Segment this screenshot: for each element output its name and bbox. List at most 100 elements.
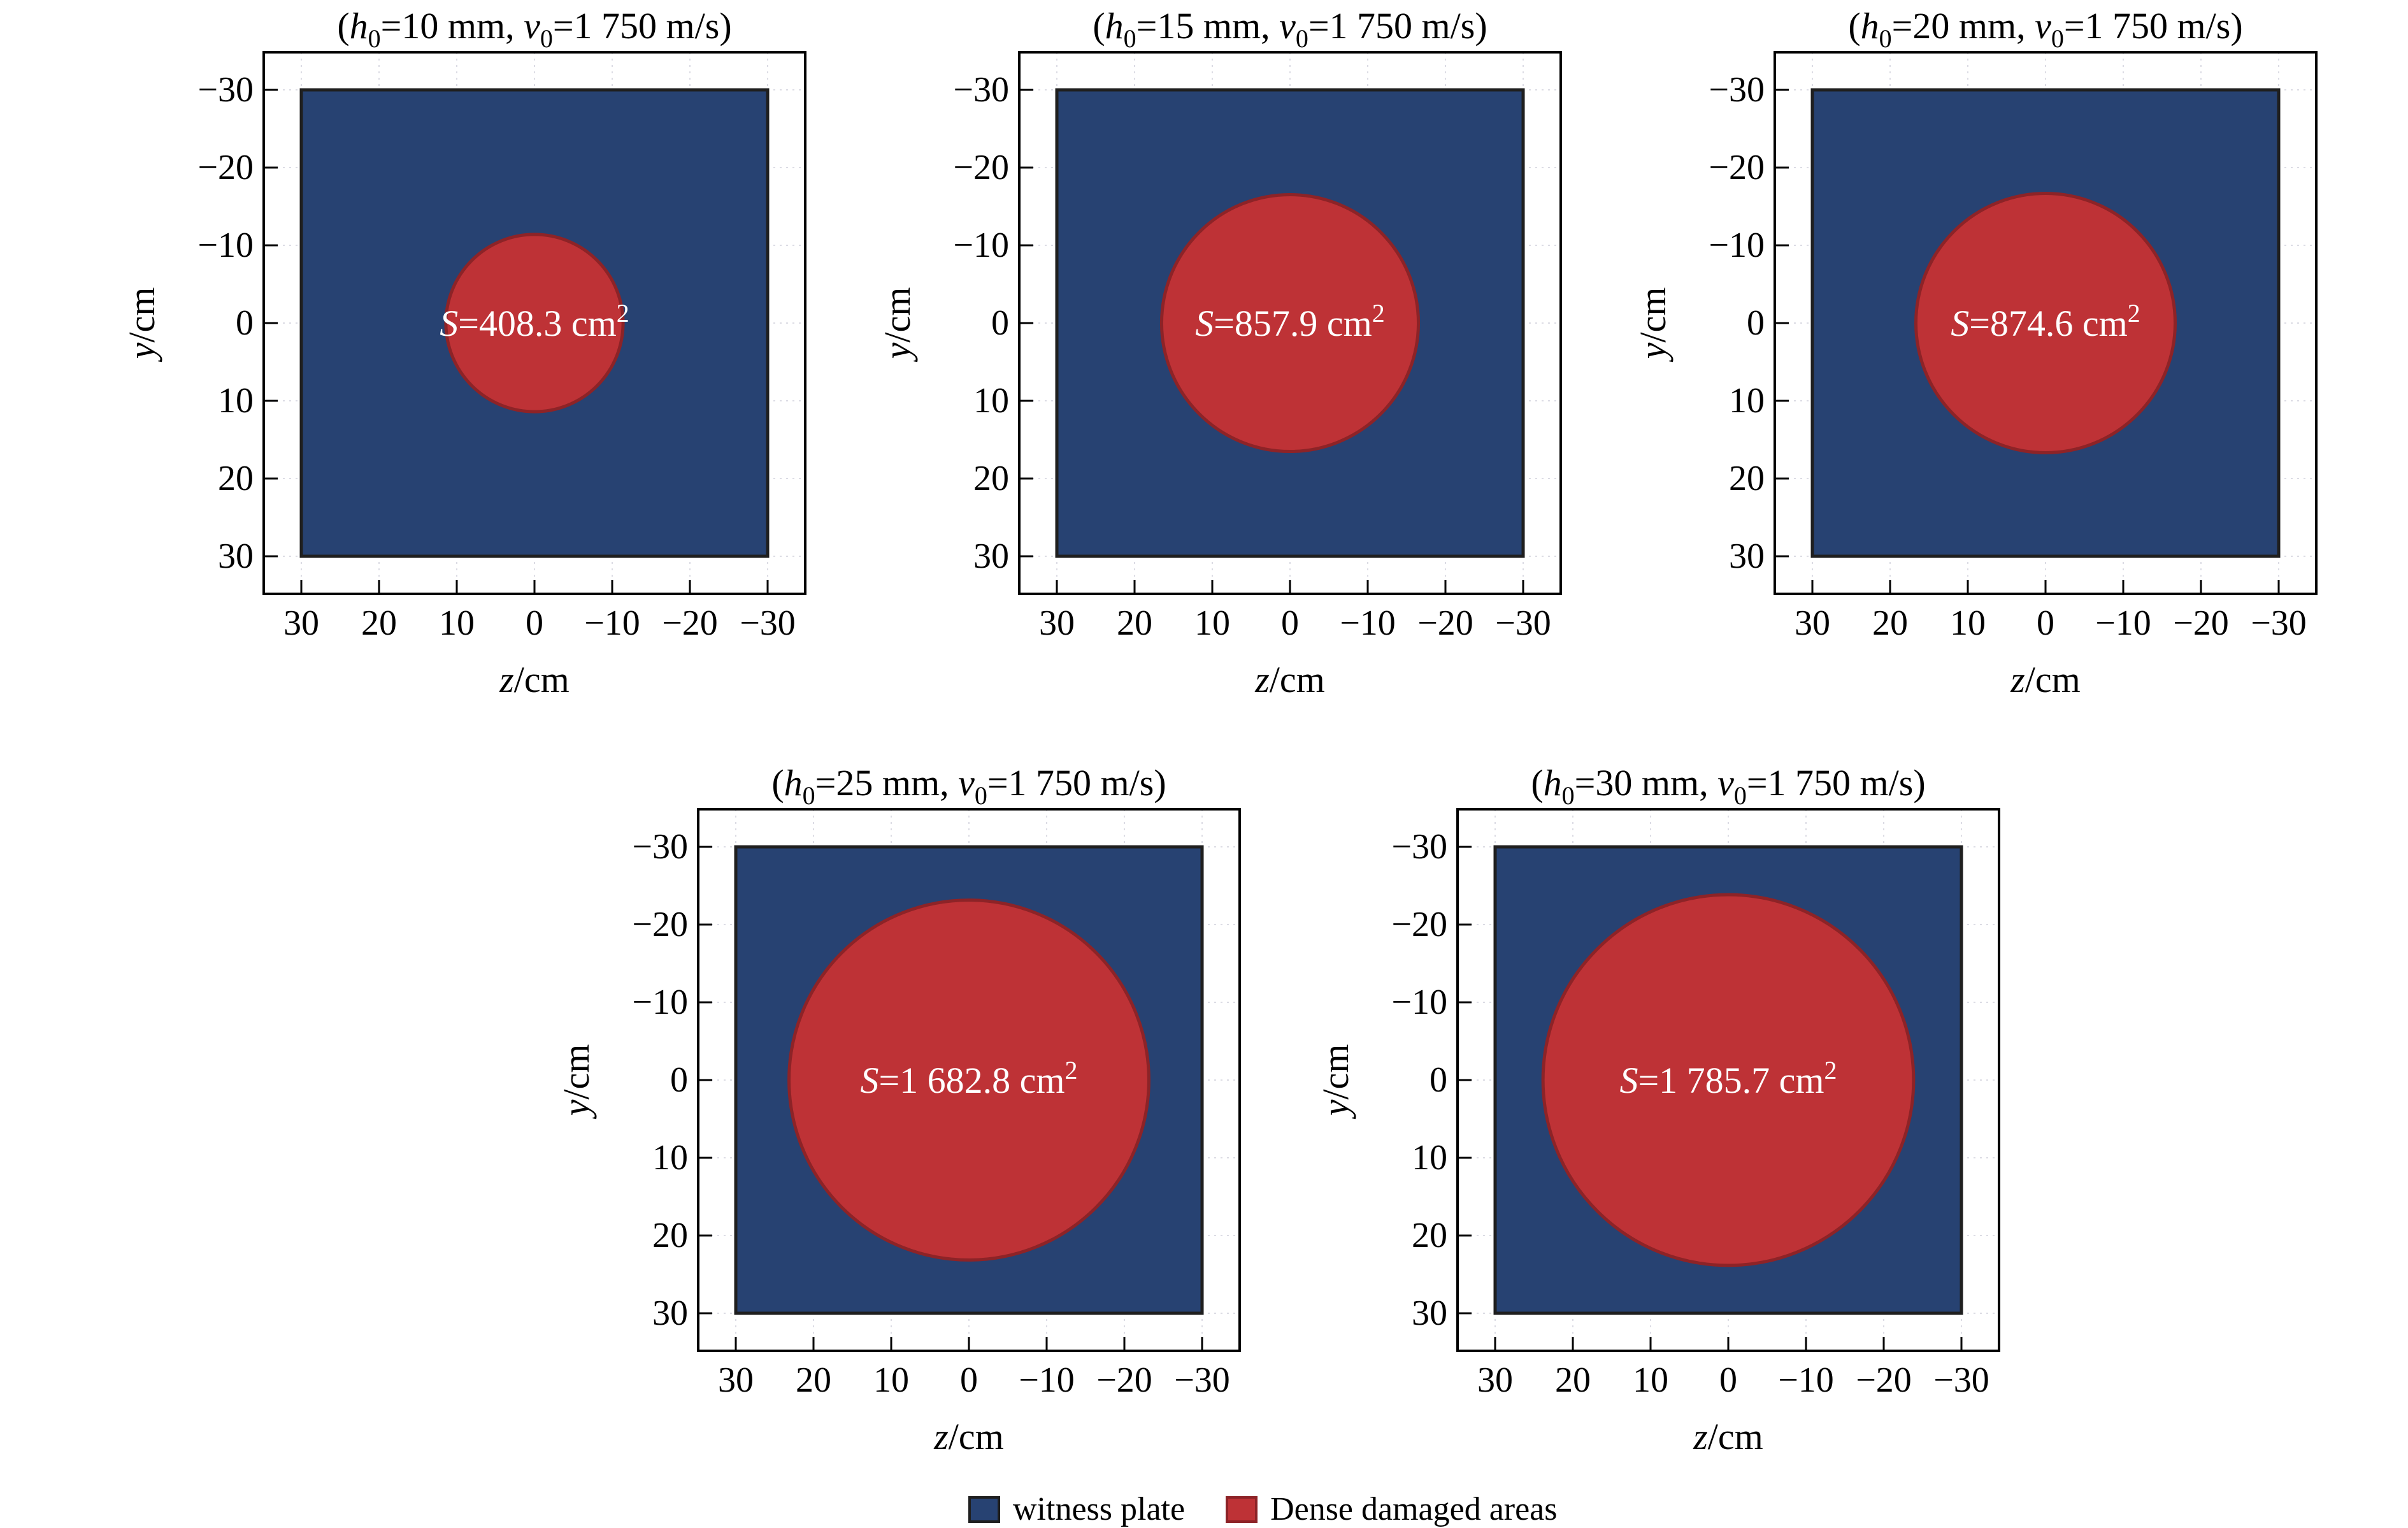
tick-marks [1019,89,1524,594]
x-tick-label: 10 [439,603,475,643]
x-tick-label: 0 [1719,1360,1737,1400]
x-tick-label: 10 [1633,1360,1668,1400]
tick-marks [1775,89,2280,594]
subplot-title: (h0=10 mm, v0=1 750 m/s) [337,5,731,53]
damaged-area-circle [1159,192,1421,454]
x-tick-label: −10 [1778,1360,1834,1400]
x-tick-label: −20 [1417,603,1473,643]
legend-label-dense-damaged-areas: Dense damaged areas [1270,1491,1558,1527]
x-tick-label: −10 [2095,603,2151,643]
y-tick-label: −10 [632,983,688,1022]
y-tick-label: −10 [197,226,254,265]
y-tick-label: 0 [991,303,1009,343]
x-tick-label: 30 [1795,603,1830,643]
subplot-h0-25: (h0=25 mm, v0=1 750 m/s) S=1 682.8 cm2 −30… [555,762,1241,1457]
y-tick-label: 30 [218,537,254,576]
y-axis-label: y/cm [121,287,162,363]
damaged-area-circle [787,898,1150,1262]
y-tick-label: 20 [1412,1216,1447,1255]
x-tick-label: −30 [1933,1360,1989,1400]
x-tick-label: 20 [1872,603,1908,643]
legend-item-dense-damaged-areas: Dense damaged areas [1226,1491,1558,1528]
subplot-row-1: (h0=10 mm, v0=1 750 m/s) S=408.3 cm2 −30 −2… [0,0,2408,734]
area-annotation: S=408.3 cm2 [440,299,629,344]
y-axis-label: y/cm [1315,1044,1356,1120]
y-tick-label: 30 [973,537,1009,576]
y-axis-label: y/cm [1632,287,1673,363]
subplot-h0-30: (h0=30 mm, v0=1 750 m/s) S=1 785.7 cm2 −30… [1315,762,2000,1457]
damaged-area-circle [1914,192,2177,454]
y-tick-label: 0 [236,303,254,343]
x-tick-label: 30 [1039,603,1075,643]
x-axis-label: z/cm [1693,1416,1763,1457]
subplot-h0-20: (h0=20 mm, v0=1 750 m/s) S=874.6 cm2 −30 −2… [1632,5,2318,700]
y-tick-label: 0 [1747,303,1765,343]
x-tick-label: 0 [1281,603,1299,643]
x-tick-label: −20 [2173,603,2229,643]
area-annotation: S=874.6 cm2 [1951,299,2140,344]
y-tick-label: 0 [670,1060,688,1100]
y-tick-label: 30 [1729,537,1765,576]
y-tick-label: 20 [1729,459,1765,498]
subplot-h0-15: (h0=15 mm, v0=1 750 m/s) S=857.9 cm2 −30 −2… [877,5,1562,700]
y-tick-label: −20 [197,148,254,187]
area-annotation: S=1 682.8 cm2 [860,1056,1077,1101]
x-tick-label: −20 [1096,1360,1152,1400]
y-tick-label: 0 [1430,1060,1447,1100]
y-tick-label: 10 [652,1138,688,1178]
x-tick-label: 20 [1117,603,1152,643]
y-tick-label: 30 [1412,1294,1447,1333]
x-tick-label: 20 [1555,1360,1591,1400]
x-tick-label: −30 [1174,1360,1230,1400]
area-annotation: S=1 785.7 cm2 [1619,1056,1837,1101]
y-tick-label: −20 [953,148,1009,187]
y-tick-label: −20 [632,905,688,944]
y-tick-label: −30 [953,70,1009,110]
x-tick-label: −20 [1856,1360,1912,1400]
subplot-title: (h0=30 mm, v0=1 750 m/s) [1531,762,1925,810]
x-tick-label: −10 [1340,603,1396,643]
y-tick-label: 10 [1412,1138,1447,1178]
subplot-h0-10: (h0=10 mm, v0=1 750 m/s) S=408.3 cm2 −30 −2… [121,5,806,700]
x-tick-label: 20 [361,603,397,643]
dense-damaged-areas-swatch [1226,1496,1258,1523]
damaged-area-circle [1541,893,1916,1267]
x-tick-label: 30 [1477,1360,1513,1400]
x-tick-label: 0 [960,1360,978,1400]
y-tick-label: −10 [1709,226,1765,265]
y-axis-label: y/cm [877,287,918,363]
x-tick-label: 10 [873,1360,909,1400]
y-tick-label: −10 [953,226,1009,265]
legend-item-witness-plate: witness plate [968,1491,1185,1528]
x-tick-label: 0 [526,603,543,643]
x-tick-label: 10 [1950,603,1986,643]
y-axis-label: y/cm [555,1044,597,1120]
x-tick-label: −30 [1495,603,1551,643]
y-tick-label: −30 [1391,827,1447,867]
y-tick-label: −10 [1391,983,1447,1022]
tick-marks [264,89,769,594]
legend: witness plate Dense damaged areas [0,1491,2408,1528]
y-tick-label: 20 [973,459,1009,498]
y-tick-label: −30 [1709,70,1765,110]
x-axis-label: z/cm [499,659,570,700]
y-tick-label: 20 [218,459,254,498]
subplot-title: (h0=25 mm, v0=1 750 m/s) [771,762,1166,810]
y-tick-label: 10 [973,381,1009,421]
y-tick-label: −20 [1391,905,1447,944]
subplot-title: (h0=15 mm, v0=1 750 m/s) [1093,5,1487,53]
y-tick-label: 10 [218,381,254,421]
x-tick-label: −10 [1019,1360,1075,1400]
x-tick-label: 10 [1194,603,1230,643]
x-tick-label: 0 [2037,603,2054,643]
y-tick-label: −30 [632,827,688,867]
y-tick-label: −30 [197,70,254,110]
x-tick-label: −10 [584,603,640,643]
subplot-title: (h0=20 mm, v0=1 750 m/s) [1848,5,2242,53]
x-tick-label: 30 [718,1360,754,1400]
y-tick-label: 10 [1729,381,1765,421]
damaged-area-circle [444,233,625,414]
x-axis-label: z/cm [1254,659,1325,700]
y-tick-label: −20 [1709,148,1765,187]
